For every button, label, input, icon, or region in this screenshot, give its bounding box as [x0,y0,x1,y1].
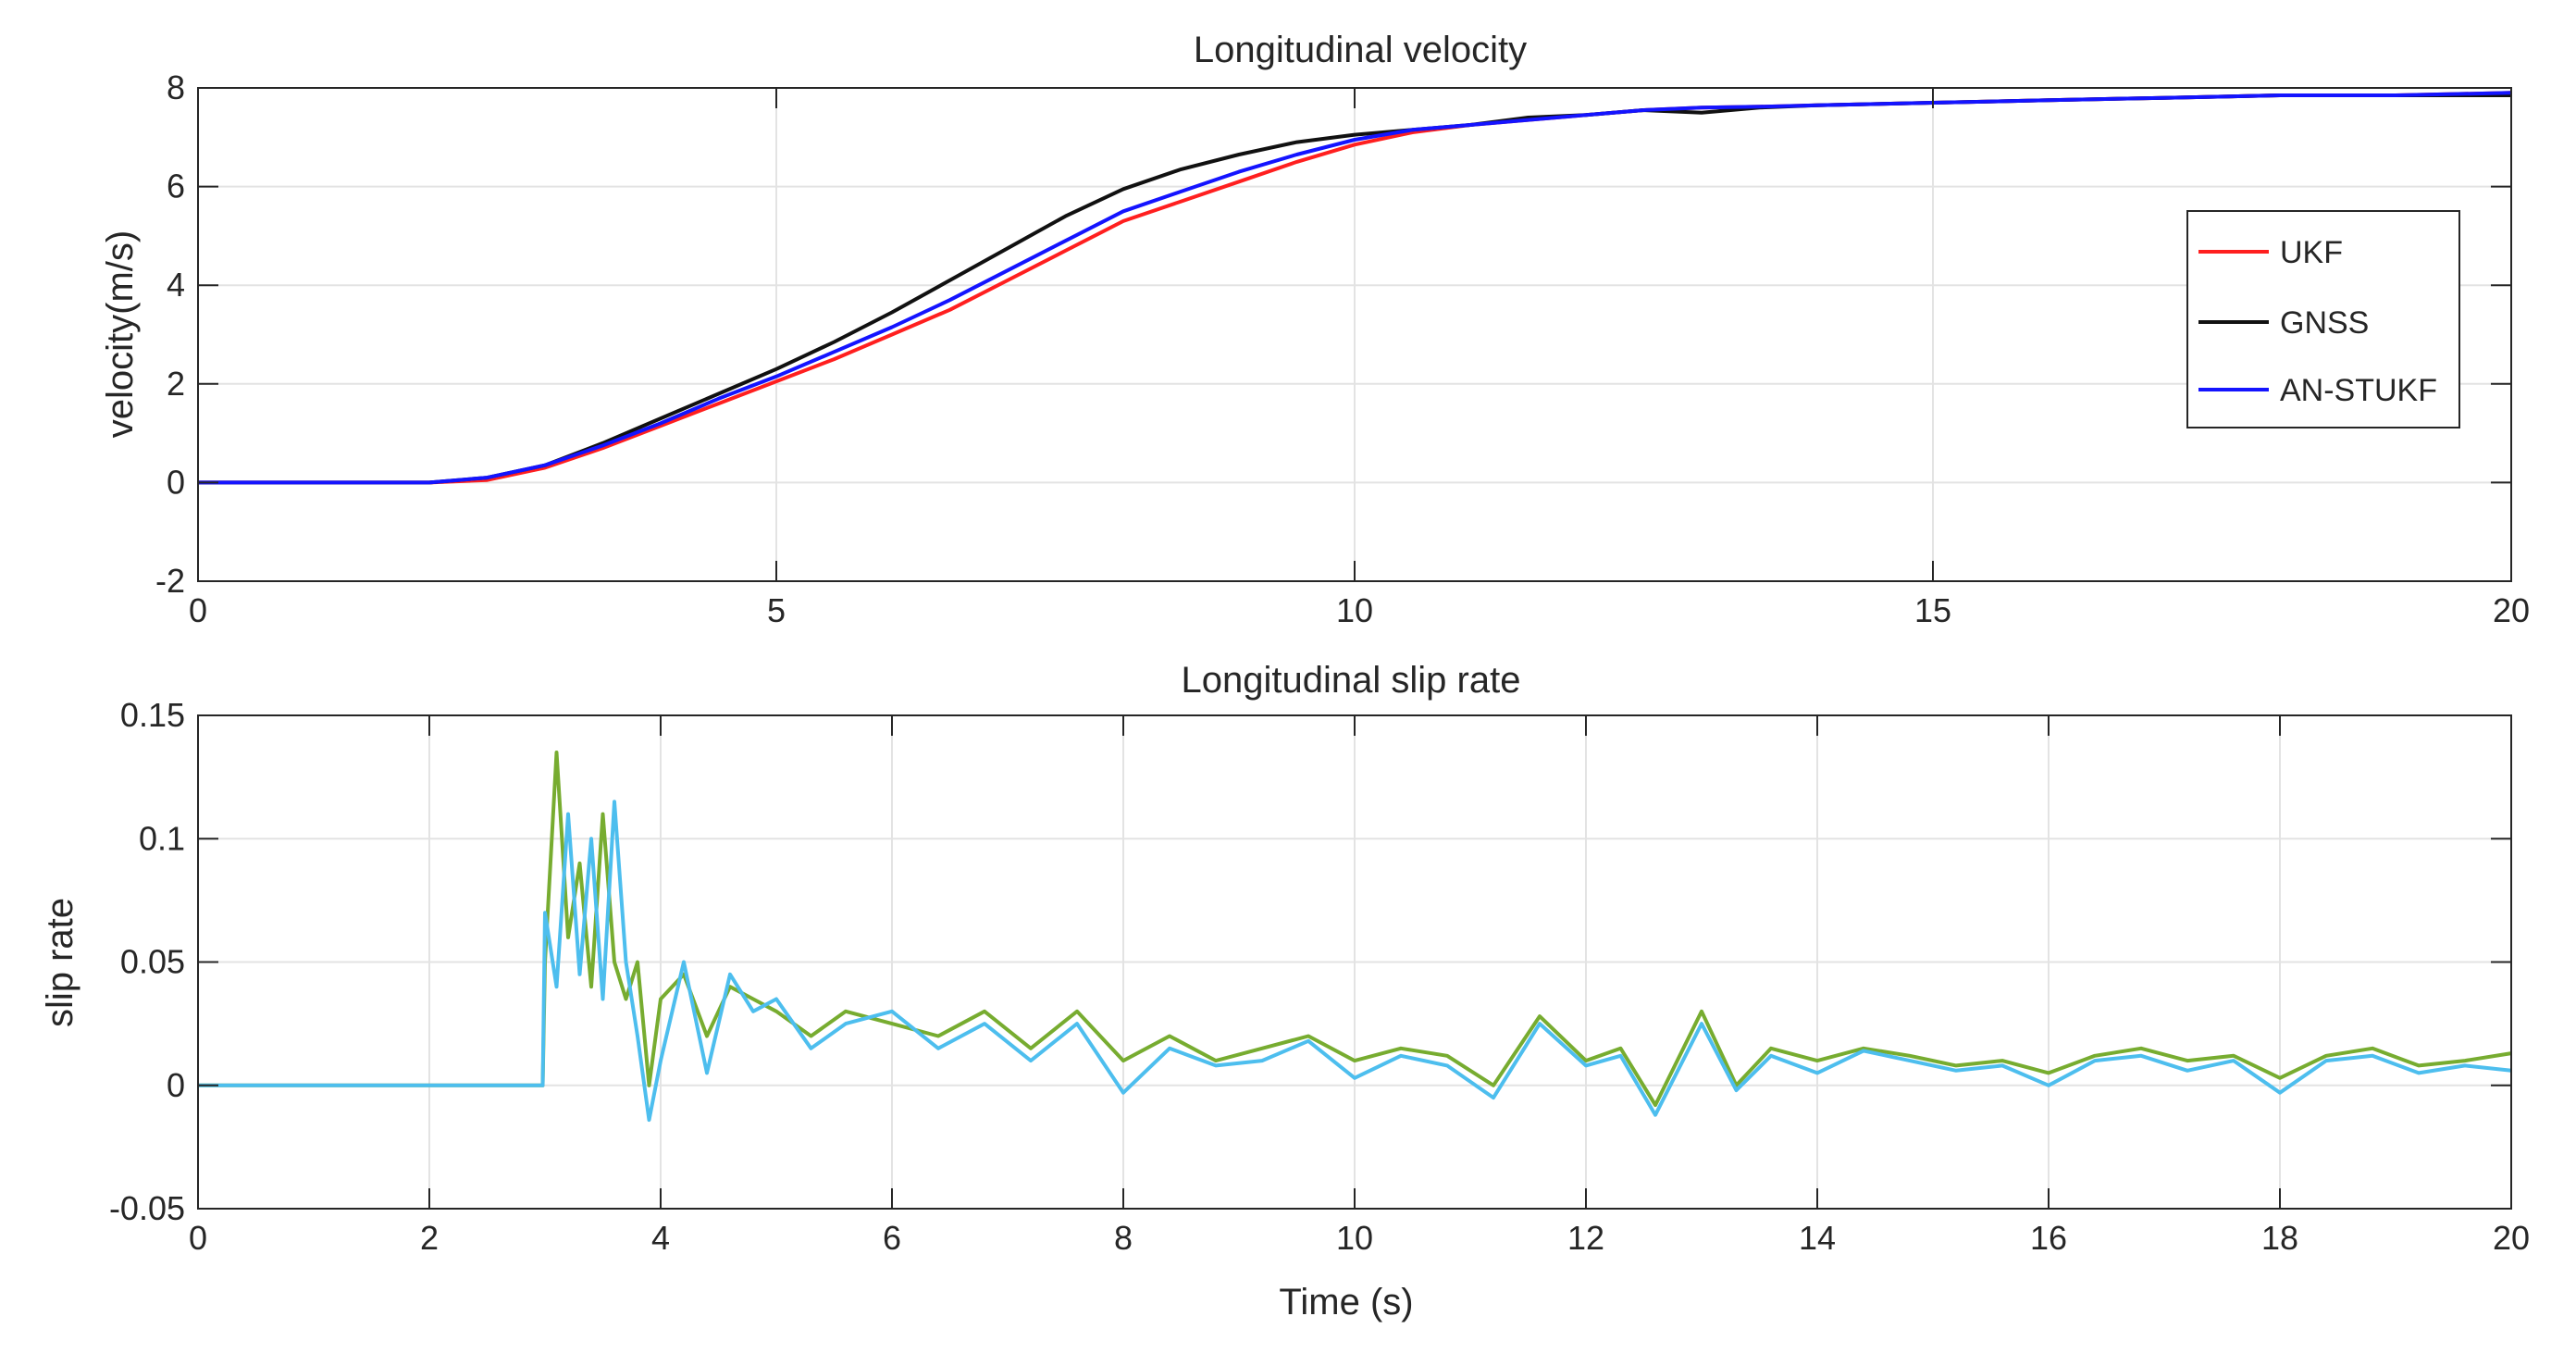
slip-rate-ytick-label: 0.15 [120,696,185,734]
velocity-ytick-label: 0 [167,463,185,501]
slip-rate-xtick-label: 8 [1114,1219,1133,1257]
slip-rate-ytick-label: -0.05 [109,1189,185,1227]
velocity-ylabel: velocity(m/s) [100,230,141,438]
velocity-ytick-label: 2 [167,365,185,403]
slip-rate-xtick-label: 18 [2261,1219,2298,1257]
legend-label-gnss: GNSS [2280,305,2369,341]
slip-rate-ytick-label: 0.05 [120,943,185,981]
velocity-xtick-label: 20 [2493,591,2530,629]
velocity-ytick-label: -2 [155,562,185,600]
slip-rate-xtick-label: 2 [420,1219,439,1257]
slip-rate-series-slip-2 [198,800,2512,1123]
slip-rate-xtick-label: 4 [651,1219,670,1257]
slip-rate-ytick-label: 0.1 [139,819,185,857]
velocity-ytick-label: 6 [167,168,185,205]
legend-label-ukf: UKF [2280,235,2343,270]
slip-rate-xtick-label: 14 [1799,1219,1836,1257]
slip-rate-xtick-label: 16 [2030,1219,2067,1257]
slip-rate-xtick-label: 12 [1567,1219,1604,1257]
slip-rate-xtick-label: 10 [1336,1219,1373,1257]
slip-rate-ylabel: slip rate [40,898,80,1027]
velocity-ytick-label: 8 [167,68,185,106]
slip-rate-xtick-label: 0 [189,1219,207,1257]
velocity-chart-title: Longitudinal velocity [1194,30,1527,70]
velocity-xtick-label: 5 [767,591,786,629]
slip-rate-xtick-label: 20 [2493,1219,2530,1257]
slip-rate-chart: Longitudinal slip rate 0 2 4 6 8 10 12 14 16 18 20… [40,660,2530,1323]
velocity-xtick-label: 15 [1914,591,1951,629]
slip-rate-xlabel: Time (s) [1279,1282,1413,1323]
slip-rate-chart-title: Longitudinal slip rate [1182,660,1521,701]
velocity-xtick-label: 0 [189,591,207,629]
velocity-ytick-label: 4 [167,266,185,304]
legend-label-an-stukf: AN-STUKF [2280,373,2437,408]
velocity-series-an-stukf [198,91,2512,485]
slip-rate-xtick-label: 6 [883,1219,901,1257]
velocity-xtick-label: 10 [1336,591,1373,629]
slip-rate-ytick-label: 0 [167,1066,185,1104]
velocity-legend: UKF GNSS AN-STUKF [2186,210,2460,428]
